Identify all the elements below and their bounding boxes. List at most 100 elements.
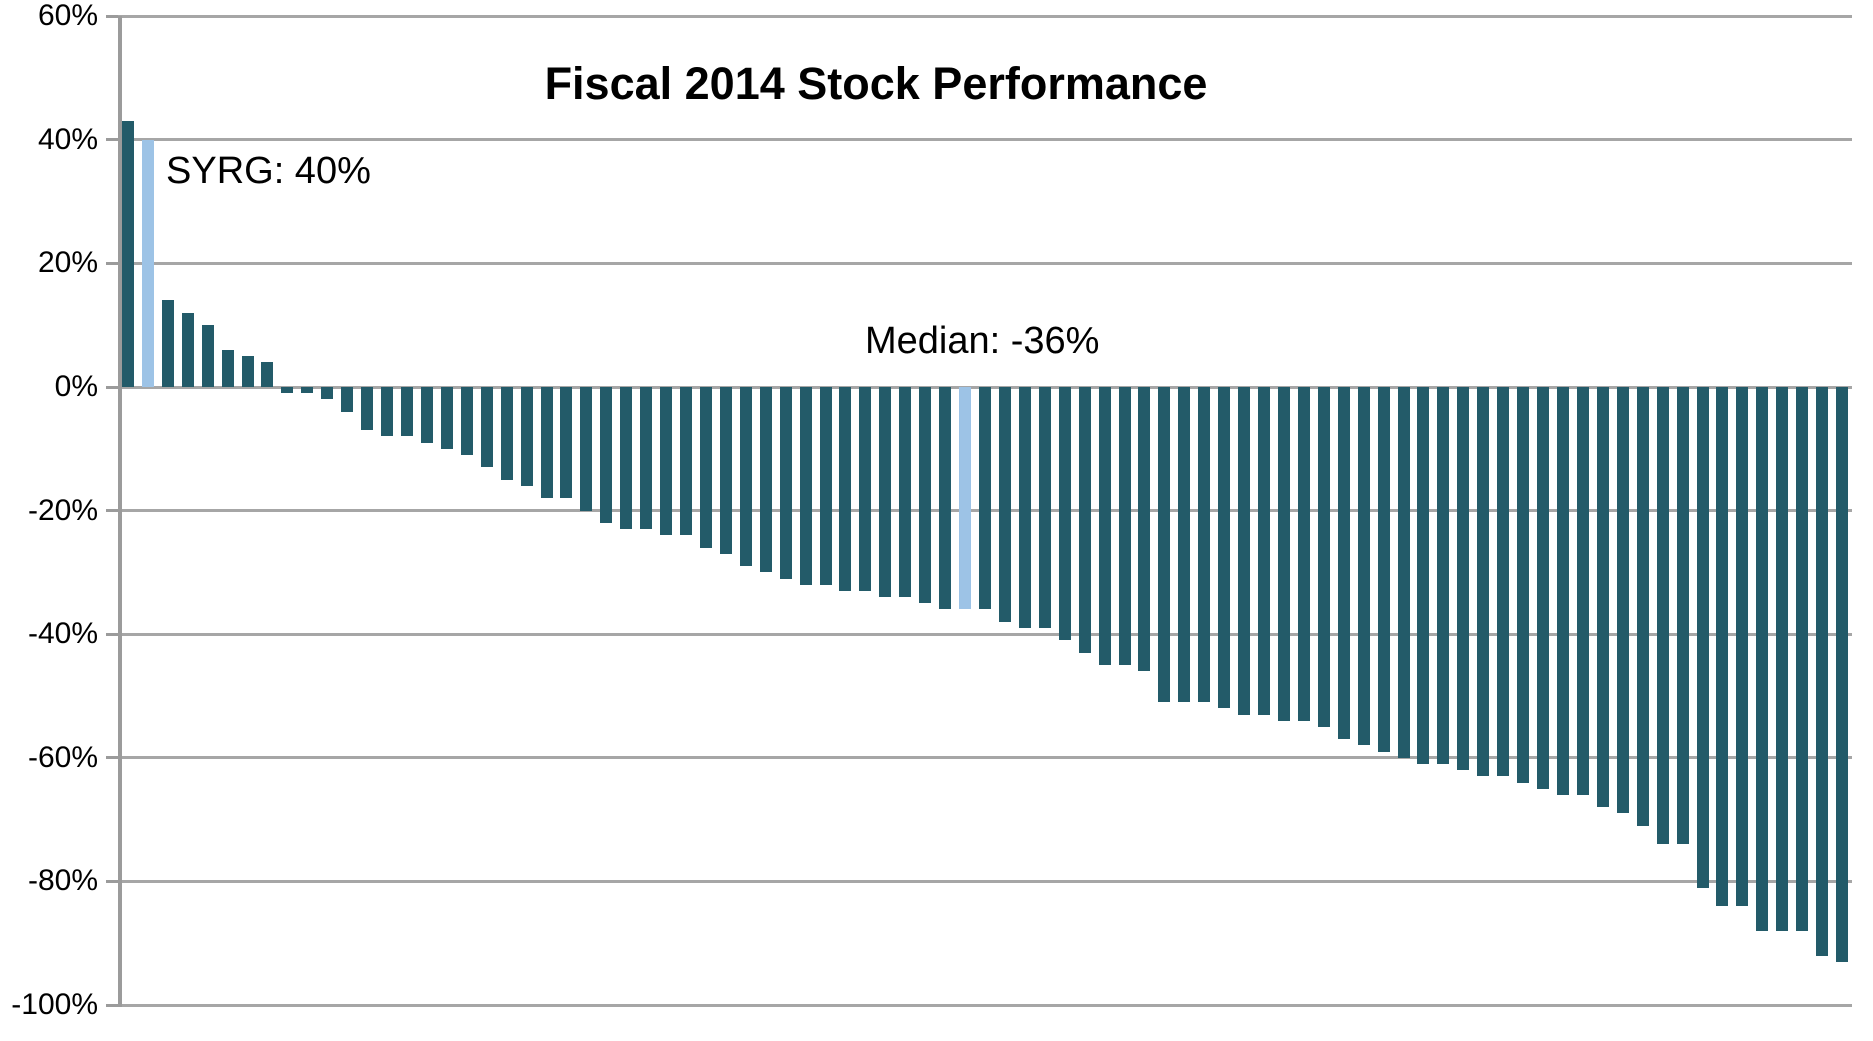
- bar: [1816, 387, 1829, 956]
- bar: [879, 387, 892, 598]
- bar: [660, 387, 673, 536]
- bar: [181, 312, 194, 387]
- bar: [1557, 387, 1569, 795]
- bar: [719, 387, 732, 554]
- bar: [1756, 387, 1769, 931]
- y-axis-tick: [106, 509, 118, 513]
- bar: [1297, 387, 1310, 721]
- y-axis-tick: [106, 632, 118, 636]
- bar: [221, 349, 234, 387]
- bar: [420, 387, 433, 443]
- bar: [560, 387, 573, 499]
- bar: [361, 387, 374, 431]
- bar: [1277, 387, 1290, 721]
- bar: [1596, 387, 1609, 808]
- y-axis-line: [118, 16, 122, 1007]
- bar: [1696, 387, 1709, 888]
- syrg-annotation: SYRG: 40%: [166, 150, 371, 192]
- y-axis-tick: [106, 138, 118, 142]
- bar: [1198, 387, 1211, 703]
- bar: [1796, 387, 1809, 931]
- bar: [121, 121, 134, 387]
- bar: [201, 325, 214, 387]
- bar: [1258, 387, 1271, 715]
- y-axis-label: 40%: [37, 122, 98, 156]
- bar: [261, 362, 274, 387]
- bar: [520, 387, 533, 486]
- bar: [1317, 387, 1330, 727]
- bar: [480, 387, 493, 468]
- bar: [1736, 387, 1749, 907]
- highlighted-bar: [959, 387, 972, 610]
- bar: [500, 387, 513, 480]
- bar: [161, 300, 174, 387]
- gridline: [118, 261, 1852, 265]
- bar: [1138, 387, 1151, 672]
- bar: [1537, 387, 1550, 789]
- bar: [919, 387, 932, 604]
- y-axis-tick: [106, 1003, 118, 1007]
- bar: [1656, 387, 1669, 845]
- bar: [799, 387, 812, 585]
- bar: [779, 387, 792, 579]
- bar: [341, 387, 354, 412]
- bar: [1676, 387, 1689, 845]
- bar: [1576, 387, 1589, 795]
- gridline: [118, 14, 1852, 18]
- gridline: [118, 756, 1852, 760]
- y-axis-tick: [106, 756, 118, 760]
- y-axis-tick: [106, 261, 118, 265]
- bar: [1357, 387, 1370, 746]
- bar: [1038, 387, 1051, 629]
- bar: [1437, 387, 1450, 764]
- bar: [859, 387, 872, 591]
- bar: [1158, 387, 1171, 703]
- bar: [460, 387, 473, 455]
- y-axis-label: -100%: [11, 988, 98, 1021]
- bar: [1078, 387, 1091, 653]
- bar: [819, 387, 832, 585]
- bar: [1238, 387, 1251, 715]
- y-axis-label: -20%: [27, 493, 98, 527]
- bar: [580, 387, 593, 511]
- bar: [839, 387, 852, 591]
- bar: [241, 356, 254, 387]
- bar: [540, 387, 553, 499]
- y-axis-label: -80%: [27, 864, 98, 898]
- bar: [759, 387, 772, 573]
- y-axis-tick: [106, 385, 118, 389]
- bar: [979, 387, 991, 610]
- bar: [739, 387, 752, 567]
- bar: [1457, 387, 1470, 771]
- gridline: [118, 1003, 1852, 1007]
- y-axis-label: -60%: [27, 740, 98, 774]
- bar: [1218, 387, 1231, 709]
- bar: [381, 387, 394, 437]
- bar: [1836, 387, 1849, 962]
- bar: [440, 387, 453, 449]
- bar: [281, 387, 294, 394]
- bar: [1337, 387, 1350, 740]
- bar: [1417, 387, 1430, 764]
- bar: [680, 387, 693, 536]
- y-axis-label: 60%: [37, 0, 98, 33]
- bar: [1616, 387, 1629, 814]
- bar: [1178, 387, 1191, 703]
- bar: [640, 387, 653, 530]
- bar: [1018, 387, 1031, 629]
- bar: [1716, 387, 1729, 907]
- y-axis-tick: [106, 14, 118, 18]
- y-axis-label: 0%: [54, 370, 98, 403]
- gridline: [118, 879, 1852, 883]
- highlighted-bar: [141, 139, 154, 387]
- bar: [1776, 387, 1789, 931]
- bar: [301, 387, 314, 394]
- bar: [939, 387, 952, 610]
- bar: [1118, 387, 1131, 666]
- bar: [1497, 387, 1510, 777]
- bar: [321, 387, 334, 400]
- bar: [699, 387, 712, 548]
- bar: [1477, 387, 1490, 777]
- bar: [1377, 387, 1390, 752]
